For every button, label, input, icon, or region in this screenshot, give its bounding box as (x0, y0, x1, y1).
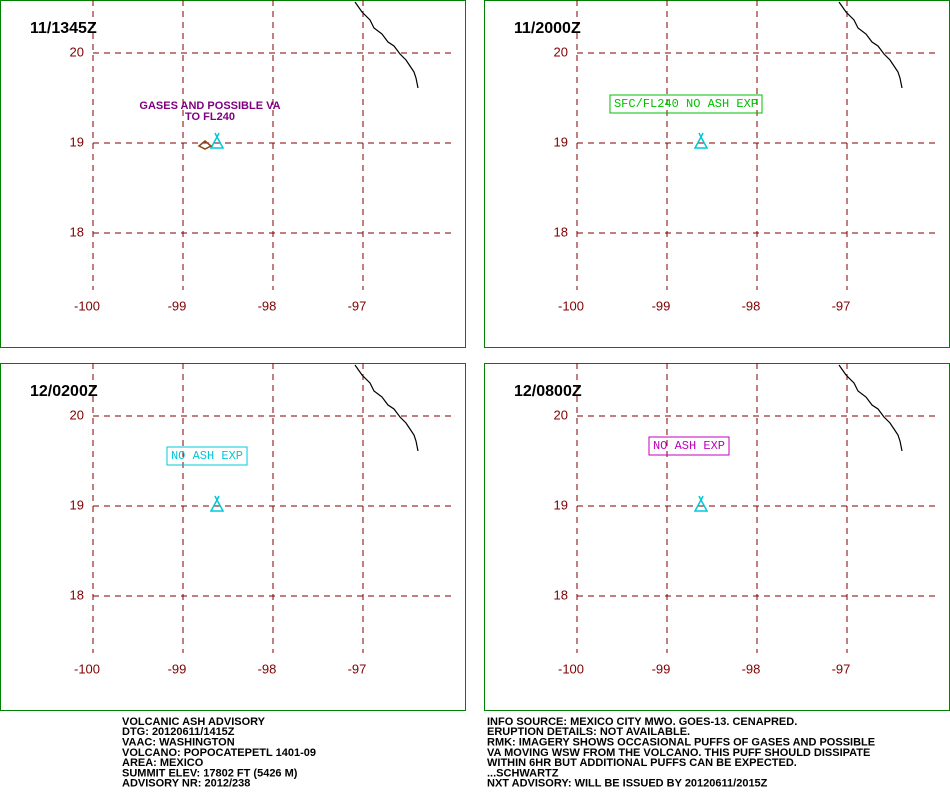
lon-label: -97 (348, 661, 367, 676)
lon-label: -100 (558, 661, 584, 676)
advisory-line: VA MOVING WSW FROM THE VOLCANO. THIS PUF… (487, 747, 870, 759)
lat-label: 19 (554, 497, 568, 512)
lon-label: -97 (832, 661, 851, 676)
lon-label: -99 (168, 298, 187, 313)
lat-label: 20 (554, 407, 568, 422)
panel-time: 11/2000Z (514, 20, 581, 37)
panel-border (0, 363, 466, 711)
advisory-line: ERUPTION DETAILS: NOT AVAILABLE. (487, 726, 690, 738)
lat-label: 19 (70, 497, 84, 512)
annotation-box (166, 446, 248, 466)
annotation-box (609, 94, 763, 114)
advisory-line: DTG: 20120611/1415Z (122, 726, 235, 738)
advisory-line: RMK: IMAGERY SHOWS OCCASIONAL PUFFS OF G… (487, 737, 875, 749)
panel-time: 11/1345Z (30, 20, 97, 37)
volcano-icon (209, 495, 225, 512)
coastline (354, 364, 419, 452)
lon-label: -99 (652, 661, 671, 676)
annotation-box (648, 436, 730, 456)
volcano-icon (693, 132, 709, 149)
lon-label: -98 (258, 661, 277, 676)
lon-label: -98 (742, 661, 761, 676)
volcano-icon (209, 132, 225, 149)
lat-label: 20 (70, 407, 84, 422)
ash-area (197, 140, 213, 150)
coastline (354, 1, 419, 89)
panel-border (0, 0, 466, 348)
advisory-line: SUMMIT ELEV: 17802 FT (5426 M) (122, 767, 298, 779)
lat-label: 18 (554, 587, 568, 602)
lat-label: 18 (554, 224, 568, 239)
annotation-text: NO ASH EXP (653, 439, 725, 453)
volcano-icon (693, 495, 709, 512)
advisory-line: ...SCHWARTZ (487, 767, 559, 779)
advisory-line: WITHIN 6HR BUT ADDITIONAL PUFFS CAN BE E… (487, 757, 797, 769)
lon-label: -97 (348, 298, 367, 313)
map-panel: -100 -99 -98 -97 20 19 18 11/2000Z SFC/FL240 NO … (484, 0, 950, 348)
lat-label: 19 (554, 134, 568, 149)
lat-label: 20 (554, 44, 568, 59)
annotation-text: GASES AND POSSIBLE VA (139, 100, 280, 112)
advisory-line: NXT ADVISORY: WILL BE ISSUED BY 20120611… (487, 778, 768, 790)
map-panel: -100 -99 -98 -97 20 19 18 11/1345Z GASES AND POS… (0, 0, 466, 348)
annotation-text: NO ASH EXP (171, 449, 243, 463)
annotation-text: TO FL240 (185, 111, 235, 123)
lon-label: -98 (742, 298, 761, 313)
lat-label: 18 (70, 224, 84, 239)
map-panel: -100 -99 -98 -97 20 19 18 12/0800Z NO ASH EXP (484, 363, 950, 711)
lat-label: 18 (70, 587, 84, 602)
lon-label: -100 (558, 298, 584, 313)
coastline (838, 364, 903, 452)
advisory-line: INFO SOURCE: MEXICO CITY MWO. GOES-13. C… (487, 716, 797, 728)
advisory-line: VAAC: WASHINGTON (122, 737, 235, 749)
lat-label: 20 (70, 44, 84, 59)
panel-time: 12/0200Z (30, 383, 98, 400)
lon-label: -97 (832, 298, 851, 313)
advisory-line: VOLCANO: POPOCATEPETL 1401-09 (122, 747, 316, 759)
lon-label: -98 (258, 298, 277, 313)
lat-label: 19 (70, 134, 84, 149)
annotation-text: SFC/FL240 NO ASH EXP (614, 97, 758, 111)
lon-label: -99 (652, 298, 671, 313)
lon-label: -100 (74, 298, 100, 313)
coastline (838, 1, 903, 89)
advisory-line: VOLCANIC ASH ADVISORY (122, 716, 266, 728)
advisory-line: ADVISORY NR: 2012/238 (122, 778, 250, 790)
lon-label: -100 (74, 661, 100, 676)
lon-label: -99 (168, 661, 187, 676)
advisory-line: AREA: MEXICO (122, 757, 204, 769)
panel-time: 12/0800Z (514, 383, 582, 400)
map-panel: -100 -99 -98 -97 20 19 18 12/0200Z NO ASH EXP (0, 363, 466, 711)
